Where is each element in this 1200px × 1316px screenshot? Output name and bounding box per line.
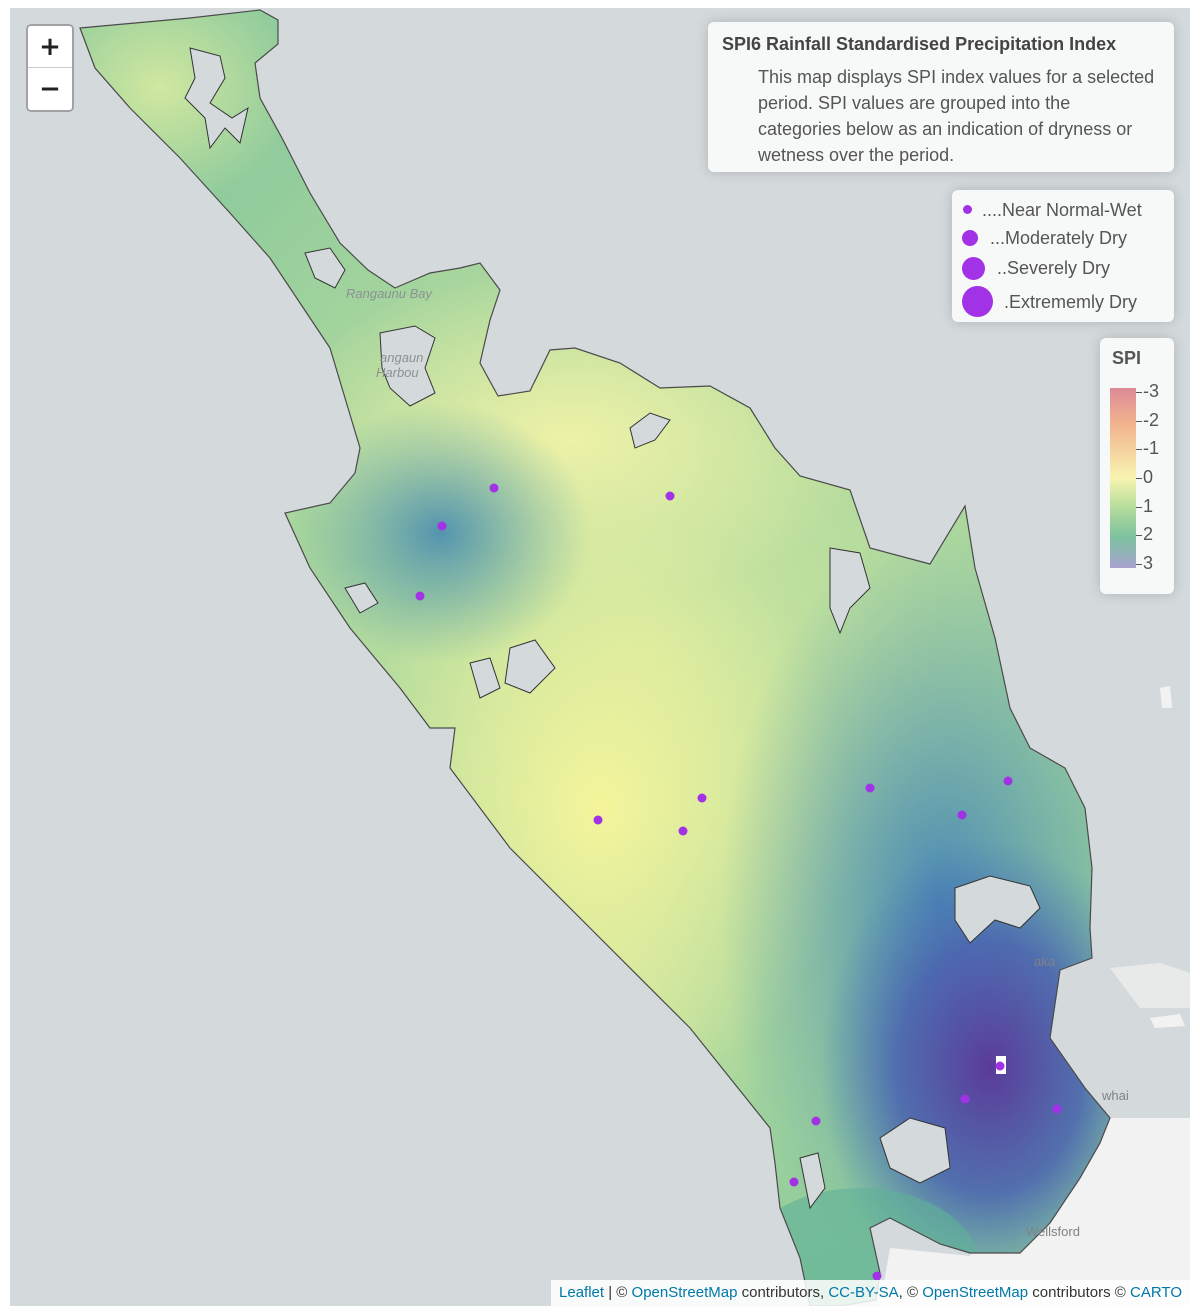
place-label-wellsford: Wellsford: [1026, 1224, 1080, 1239]
leaflet-link[interactable]: Leaflet: [559, 1284, 605, 1301]
place-label-harbour: Harbou: [376, 365, 419, 380]
spi-tick-label: 0: [1143, 467, 1154, 487]
place-label-kaiwaka: aka: [1034, 954, 1055, 969]
openstreetmap-link[interactable]: OpenStreetMap: [631, 1284, 738, 1301]
spi-tick-label: 3: [1143, 553, 1154, 573]
category-legend: ....Near Normal-Wet ...Moderately Dry ..…: [952, 190, 1174, 322]
carto-link[interactable]: CARTO: [1130, 1284, 1182, 1301]
marker-dot-icon: [962, 257, 985, 280]
marker-dot-icon: [962, 286, 993, 317]
legend-label: ..Severely Dry: [997, 258, 1111, 278]
spi-tick-label: 1: [1143, 495, 1154, 516]
spi-color-ramp: [1110, 388, 1136, 568]
attribution-text: contributors,: [737, 1284, 829, 1301]
place-label-rangaunu-bay: Rangaunu Bay: [346, 286, 433, 301]
legend-item-moderately-dry: ...Moderately Dry: [952, 226, 1174, 256]
station-markers: [415, 483, 1062, 1281]
spi-tick-mark: [1136, 392, 1142, 393]
legend-item-severely-dry: ..Severely Dry: [952, 256, 1174, 286]
cc-by-sa-link[interactable]: CC-BY-SA: [828, 1284, 899, 1301]
map-surface: [79, 9, 1190, 1306]
spi-tick-label: 2: [1143, 524, 1154, 545]
attribution-text: , ©: [898, 1284, 923, 1301]
spi-legend: SPI -3 -2 -1 0 1 2 3: [1100, 338, 1174, 594]
marker-dot-icon: [962, 230, 978, 246]
attribution-text: | ©: [604, 1284, 632, 1301]
coastal-land: [1110, 963, 1190, 1008]
spi-tick-label: -2: [1143, 409, 1160, 430]
islet: [1150, 1014, 1185, 1028]
spi-legend-title: SPI: [1112, 348, 1142, 368]
info-panel-title: SPI6 Rainfall Standardised Precipitation…: [722, 34, 1117, 54]
spi-tick-mark: [1136, 478, 1142, 479]
legend-item-near-normal-wet: ....Near Normal-Wet: [952, 198, 1174, 228]
legend-label: .Extrememly Dry: [1004, 292, 1138, 312]
spi-tick-mark: [1136, 420, 1142, 422]
zoom-out-button[interactable]: −: [28, 68, 72, 110]
attribution-text: contributors ©: [1028, 1284, 1131, 1301]
spi-tick-mark: [1136, 535, 1142, 537]
map-attribution: Leaflet | © OpenStreetMap contributors, …: [551, 1280, 1190, 1306]
map-container[interactable]: Rangaunu Bay angaun Harbou Wellsford aka…: [10, 8, 1190, 1306]
spi-tick-label: -1: [1143, 438, 1160, 459]
legend-item-extremely-dry: .Extrememly Dry: [952, 286, 1174, 317]
info-panel-description: This map displays SPI index values for a…: [758, 67, 1155, 165]
islet: [1160, 686, 1172, 708]
marker-dot-icon: [963, 205, 972, 214]
harbours: [184, 47, 1041, 1210]
legend-label: ...Moderately Dry: [990, 228, 1128, 248]
spi-tick-mark: [1136, 449, 1142, 451]
place-label-rangaunu: angaun: [380, 350, 424, 365]
legend-label: ....Near Normal-Wet: [982, 200, 1142, 220]
spi-tick-label: -3: [1143, 381, 1160, 401]
info-panel: SPI6 Rainfall Standardised Precipitation…: [708, 22, 1174, 172]
spi-tick-mark: [1136, 506, 1142, 508]
zoom-control: + −: [26, 24, 74, 112]
zoom-in-button[interactable]: +: [28, 26, 72, 68]
openstreetmap-link-2[interactable]: OpenStreetMap: [922, 1284, 1029, 1301]
place-label-mangawhai: whai: [1102, 1088, 1129, 1103]
spi-tick-mark: [1136, 564, 1142, 565]
